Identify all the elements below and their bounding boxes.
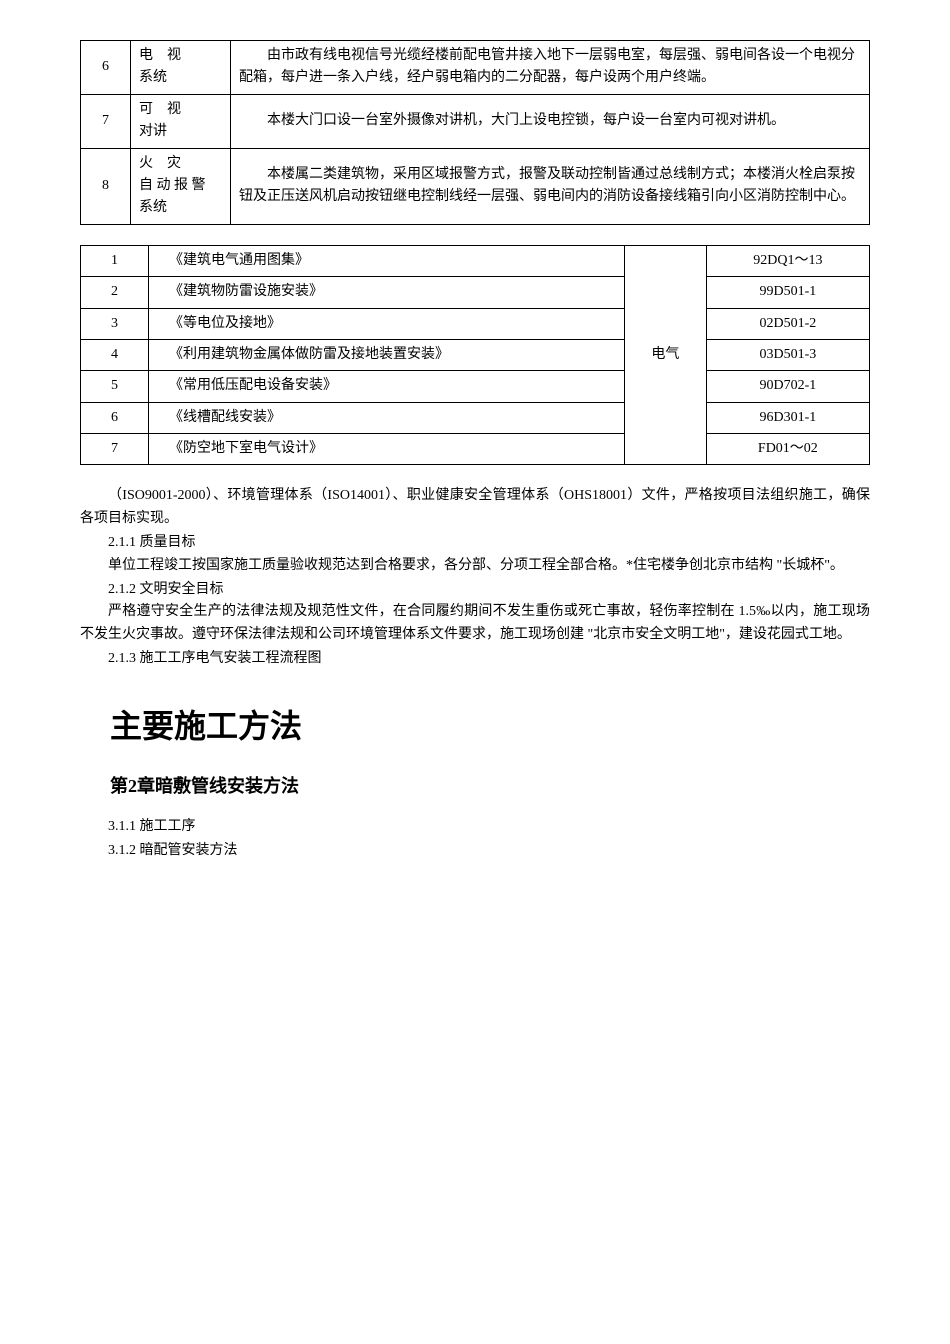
row-num: 1: [81, 245, 149, 276]
row-name: 电 视系统: [131, 41, 231, 95]
table1-body: 6 电 视系统 由市政有线电视信号光缆经楼前配电管井接入地下一层弱电室，每层强、…: [81, 41, 870, 225]
row-code: 96D301-1: [706, 402, 869, 433]
table-row: 3 《等电位及接地》 02D501-2: [81, 308, 870, 339]
row-code: 03D501-3: [706, 339, 869, 370]
section-213-title: 2.1.3 施工工序电气安装工程流程图: [80, 648, 870, 670]
table-row: 2 《建筑物防雷设施安装》 99D501-1: [81, 277, 870, 308]
row-name: 《利用建筑物金属体做防雷及接地装置安装》: [149, 339, 625, 370]
row-code: FD01～02: [706, 434, 869, 465]
table-row: 7 《防空地下室电气设计》 FD01～02: [81, 434, 870, 465]
section-211-title: 2.1.1 质量目标: [80, 532, 870, 554]
chapter-heading: 第2章暗敷管线安装方法: [110, 772, 870, 801]
section-212-title: 2.1.2 文明安全目标: [80, 579, 870, 601]
row-num: 6: [81, 41, 131, 95]
row-code: 99D501-1: [706, 277, 869, 308]
table-row: 6 电 视系统 由市政有线电视信号光缆经楼前配电管井接入地下一层弱电室，每层强、…: [81, 41, 870, 95]
row-num: 7: [81, 94, 131, 148]
row-num: 5: [81, 371, 149, 402]
table2-body: 1 《建筑电气通用图集》 电气 92DQ1～13 2 《建筑物防雷设施安装》 9…: [81, 245, 870, 465]
table-row: 4 《利用建筑物金属体做防雷及接地装置安装》 03D501-3: [81, 339, 870, 370]
row-name: 《建筑物防雷设施安装》: [149, 277, 625, 308]
row-name: 可 视对讲: [131, 94, 231, 148]
row-num: 7: [81, 434, 149, 465]
row-name: 《常用低压配电设备安装》: [149, 371, 625, 402]
section-212-body: 严格遵守安全生产的法律法规及规范性文件，在合同履约期间不发生重伤或死亡事故，轻伤…: [80, 601, 870, 646]
table-row: 5 《常用低压配电设备安装》 90D702-1: [81, 371, 870, 402]
standards-table: 1 《建筑电气通用图集》 电气 92DQ1～13 2 《建筑物防雷设施安装》 9…: [80, 245, 870, 466]
systems-table: 6 电 视系统 由市政有线电视信号光缆经楼前配电管井接入地下一层弱电室，每层强、…: [80, 40, 870, 225]
row-code: 02D501-2: [706, 308, 869, 339]
iso-paragraph: （ISO9001-2000）、环境管理体系（ISO14001）、职业健康安全管理…: [80, 485, 870, 530]
row-num: 2: [81, 277, 149, 308]
row-desc: 本楼大门口设一台室外摄像对讲机，大门上设电控锁，每户设一台室内可视对讲机。: [231, 94, 870, 148]
row-code: 90D702-1: [706, 371, 869, 402]
table-row: 7 可 视对讲 本楼大门口设一台室外摄像对讲机，大门上设电控锁，每户设一台室内可…: [81, 94, 870, 148]
category-cell: 电气: [625, 245, 707, 465]
row-code: 92DQ1～13: [706, 245, 869, 276]
section-312: 3.1.2 暗配管安装方法: [80, 840, 870, 862]
row-name: 《防空地下室电气设计》: [149, 434, 625, 465]
section-311: 3.1.1 施工工序: [80, 816, 870, 838]
row-num: 3: [81, 308, 149, 339]
row-desc: 由市政有线电视信号光缆经楼前配电管井接入地下一层弱电室，每层强、弱电间各设一个电…: [231, 41, 870, 95]
row-desc: 本楼属二类建筑物，采用区域报警方式，报警及联动控制皆通过总线制方式；本楼消火栓启…: [231, 148, 870, 224]
row-name: 《线槽配线安装》: [149, 402, 625, 433]
table-row: 6 《线槽配线安装》 96D301-1: [81, 402, 870, 433]
table-row: 1 《建筑电气通用图集》 电气 92DQ1～13: [81, 245, 870, 276]
row-name: 《建筑电气通用图集》: [149, 245, 625, 276]
row-name: 火 灾自 动 报 警系统: [131, 148, 231, 224]
table-row: 8 火 灾自 动 报 警系统 本楼属二类建筑物，采用区域报警方式，报警及联动控制…: [81, 148, 870, 224]
row-num: 6: [81, 402, 149, 433]
main-heading: 主要施工方法: [110, 701, 870, 752]
row-num: 4: [81, 339, 149, 370]
row-num: 8: [81, 148, 131, 224]
row-name: 《等电位及接地》: [149, 308, 625, 339]
section-211-body: 单位工程竣工按国家施工质量验收规范达到合格要求，各分部、分项工程全部合格。*住宅…: [80, 555, 870, 577]
